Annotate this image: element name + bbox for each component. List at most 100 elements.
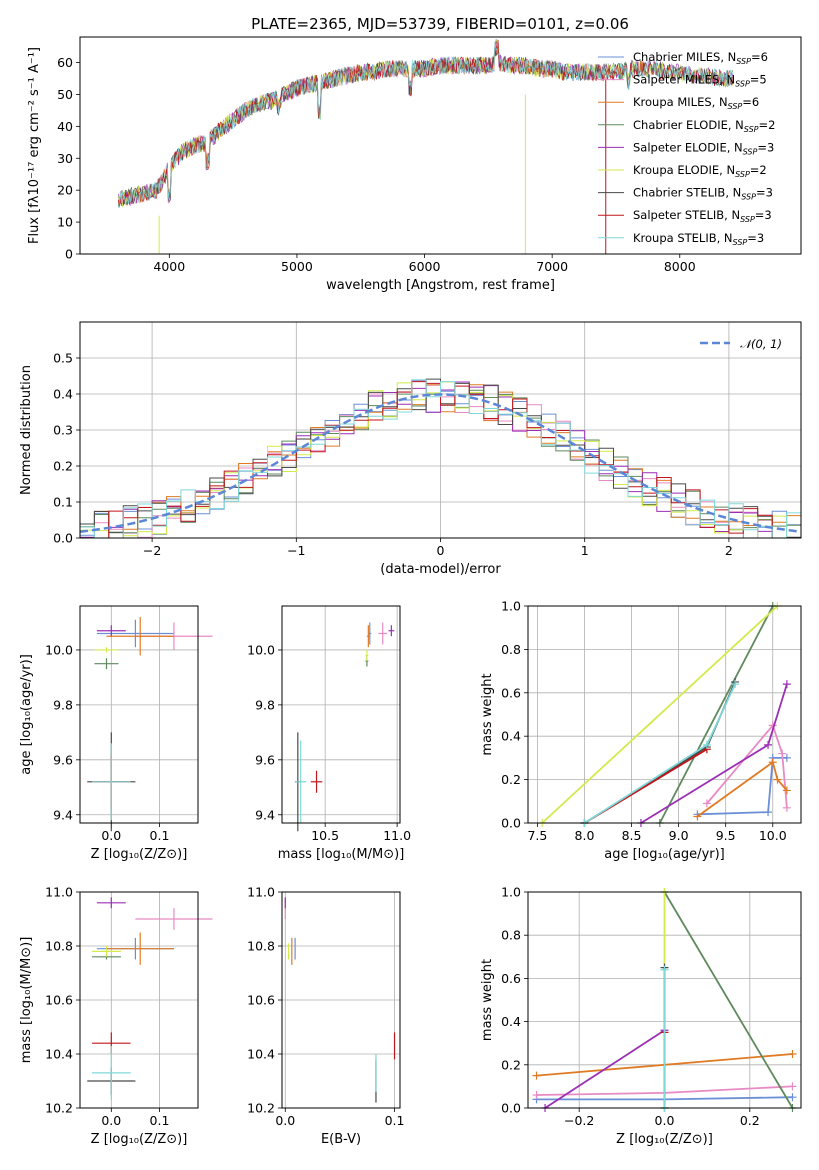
legend-sub: SSP <box>743 147 758 156</box>
marker-kroupa_miles <box>773 775 782 784</box>
weight-line-chabrier_miles <box>697 757 787 816</box>
legend-label: Chabrier MILES, NSSP=6 <box>633 50 768 66</box>
y-tick-label: 0.1 <box>53 495 73 510</box>
x-tick-label: 8000 <box>664 259 696 274</box>
y-tick-label: 0.6 <box>501 971 521 986</box>
y-tick-label: 10.6 <box>247 993 275 1008</box>
weight-line-salpeter_miles <box>706 723 788 808</box>
legend-text: Chabrier ELODIE, N <box>633 118 744 132</box>
y-tick-label: 10.4 <box>45 1047 73 1062</box>
y-tick-label: 0.2 <box>501 1057 521 1072</box>
marker-salpeter_miles <box>788 1082 797 1091</box>
x-tick-label: 8.0 <box>575 828 595 843</box>
legend-n: =2 <box>750 163 767 177</box>
y-axis-label: Normed distribution <box>19 365 34 495</box>
marker-chabrier_miles <box>764 808 773 817</box>
legend-text: Chabrier MILES, N <box>633 50 736 64</box>
legend-label: Kroupa MILES, NSSP=6 <box>633 95 759 111</box>
legend-label: Chabrier STELIB, NSSP=3 <box>633 186 773 202</box>
figure-title: PLATE=2365, MJD=53739, FIBERID=0101, z=0… <box>251 15 629 33</box>
legend-text: Salpeter MILES, N <box>633 73 735 87</box>
weight-line-salpeter_elodie <box>640 683 788 824</box>
marker-chabrier_miles <box>788 1093 797 1102</box>
legend-sub: SSP <box>741 193 756 202</box>
y-tick-label: 10.2 <box>247 1101 275 1116</box>
weight-line-kroupa_miles <box>696 760 788 818</box>
y-tick-label: 10.8 <box>247 939 275 954</box>
legend-sub: SSP <box>735 170 750 179</box>
legend-label: Salpeter ELODIE, NSSP=3 <box>633 140 774 156</box>
marker-kroupa_stelib <box>660 965 669 974</box>
y-tick-label: 11.0 <box>247 885 275 900</box>
y-tick-label: 0.3 <box>53 423 73 438</box>
y-tick-label: 0.4 <box>501 1014 521 1029</box>
legend-n: =3 <box>755 208 772 222</box>
marker-chabrier_miles <box>782 753 791 762</box>
legend-label: Kroupa STELIB, NSSP=3 <box>633 231 764 247</box>
legend-n: =6 <box>751 50 768 64</box>
x-tick-label: 9.0 <box>669 828 689 843</box>
axes-frame <box>79 36 802 255</box>
weight-line-chabrier_stelib <box>584 681 736 824</box>
legend-sub: SSP <box>728 102 743 111</box>
y-tick-label: 9.4 <box>53 807 73 822</box>
x-axis-label: age [log₁₀(age/yr)] <box>604 847 725 862</box>
y-tick-label: 0.5 <box>53 351 73 366</box>
y-tick-label: 11.0 <box>45 885 73 900</box>
legend-text: Salpeter ELODIE, N <box>633 140 743 154</box>
marker-salpeter_miles <box>782 803 791 812</box>
y-tick-label: 10.8 <box>45 939 73 954</box>
x-tick-label: 1 <box>581 543 589 558</box>
legend-n: =3 <box>757 140 774 154</box>
marker-kroupa_stelib <box>702 740 711 749</box>
legend-n: =6 <box>742 95 759 109</box>
axes-frame <box>527 891 802 1109</box>
x-tick-label: 0.0 <box>275 1113 295 1128</box>
y-tick-label: 9.6 <box>255 752 275 767</box>
x-tick-label: 0 <box>437 543 445 558</box>
legend-label: Salpeter MILES, NSSP=5 <box>633 73 767 89</box>
y-axis-label: age [log₁₀(age/yr)] <box>19 654 34 775</box>
axes-frame <box>79 321 802 539</box>
y-tick-label: 0.4 <box>501 729 521 744</box>
x-tick-label: 0.0 <box>101 1113 121 1128</box>
axes-frame <box>79 605 199 824</box>
y-axis-label: mass weight <box>480 959 495 1041</box>
y-tick-label: 9.8 <box>53 697 73 712</box>
x-tick-label: 0.0 <box>101 828 121 843</box>
x-tick-label: 0.0 <box>655 1113 675 1128</box>
y-tick-label: 0 <box>65 247 73 262</box>
marker-kroupa_miles <box>768 758 777 767</box>
x-axis-label: Z [log₁₀(Z/Z⊙)] <box>91 1132 188 1147</box>
x-axis-label: wavelength [Angstrom, rest frame] <box>326 278 555 293</box>
y-tick-label: 10.0 <box>45 642 73 657</box>
x-tick-label: −0.2 <box>564 1113 594 1128</box>
legend-n: =2 <box>759 118 776 132</box>
legend-text: Salpeter STELIB, N <box>633 208 740 222</box>
panel-weight_vs_Z: −0.2 0.0 0.2 0.0 0.2 0.4 0.6 0.8 1.0 Z [log₁₀(Z/Z… <box>480 885 802 1147</box>
y-tick-label: 30 <box>57 151 73 166</box>
y-axis-label: Flux [fλ10⁻¹⁷ erg cm⁻² s⁻¹ A⁻¹] <box>27 47 42 244</box>
weight-line-chabrier_elodie <box>659 605 774 824</box>
panel-mass_vs_Z: 0.0 0.1 10.2 10.4 10.6 10.8 11.0 Z [log₁₀(Z/Z⊙)… <box>19 885 213 1147</box>
legend-text: Kroupa MILES, N <box>633 95 728 109</box>
gaussian-curve <box>79 393 802 533</box>
marker-salpeter_miles <box>532 1091 541 1100</box>
x-axis-label: (data-model)/error <box>380 562 501 577</box>
y-axis-label: mass [log₁₀(M/M⊙)] <box>19 937 34 1064</box>
x-tick-label: 7.5 <box>527 828 547 843</box>
x-tick-label: 10.5 <box>311 828 339 843</box>
panel-weight_vs_age: 7.5 8.0 8.5 9.0 9.5 10.0 0.0 0.2 0.4 0.6 0.8 1.0 age… <box>480 599 802 862</box>
panel-age_vs_Z: 0.0 0.1 9.4 9.6 9.8 10.0 Z [log₁₀(Z/Z⊙)] age [l… <box>19 605 213 862</box>
x-tick-label: 0.1 <box>385 1113 405 1128</box>
spectrum-lines <box>117 38 734 254</box>
x-tick-label: 10.0 <box>759 828 787 843</box>
x-axis-label: Z [log₁₀(Z/Z⊙)] <box>616 1132 713 1147</box>
y-tick-label: 0.4 <box>53 387 73 402</box>
legend-sub: SSP <box>740 215 755 224</box>
y-tick-label: 1.0 <box>501 885 521 900</box>
spectrum-kroupa_stelib <box>117 41 734 208</box>
y-tick-label: 0.0 <box>501 816 521 831</box>
x-tick-label: 11.0 <box>383 828 411 843</box>
